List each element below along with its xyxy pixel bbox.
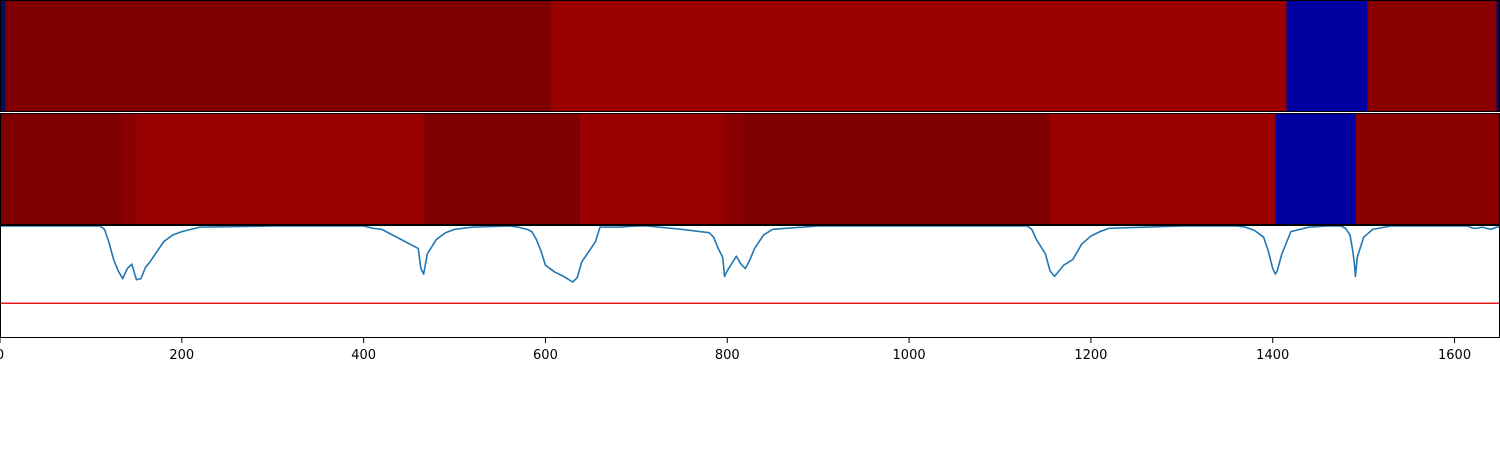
line-plot: [0, 225, 1500, 338]
heatmap-middle-cell-8: [1050, 113, 1276, 226]
x-tick-label-4: 800: [715, 348, 740, 363]
heatmap-top-cell-3: [1286, 0, 1368, 112]
heatmap-middle-cell-0: [0, 113, 123, 226]
heatmap-middle-cell-7: [743, 113, 1050, 226]
heatmap-middle-cell-5: [580, 113, 725, 226]
heatmap-middle-cell-1: [122, 113, 135, 226]
x-tick-label-8: 1600: [1438, 348, 1471, 363]
heatmap-middle-cell-2: [134, 113, 137, 226]
x-tick-label-1: 200: [169, 348, 194, 363]
x-tick-label-2: 400: [351, 348, 376, 363]
series-line-0: [0, 225, 1500, 283]
plot-background: [0, 226, 1500, 338]
heatmap-top: [0, 0, 1500, 112]
heatmap-middle-cell-6: [724, 113, 744, 226]
heatmap-middle-cell-4: [423, 113, 580, 226]
heatmap-top-cell-4: [1367, 0, 1497, 112]
heatmap-top-cell-1: [5, 0, 551, 112]
heatmap-middle-cell-9: [1275, 113, 1356, 226]
heatmap-middle-cell-10: [1355, 113, 1500, 226]
x-axis: 0 200 400 600 800 1000 1200 1400 1600: [0, 338, 1471, 363]
x-tick-label-6: 1200: [1074, 348, 1107, 363]
heatmap-middle-cell-3: [136, 113, 424, 226]
x-tick-label-5: 1000: [893, 348, 926, 363]
heatmap-top-cell-0: [0, 0, 6, 112]
heatmap-top-cell-2: [550, 0, 1287, 112]
x-tick-label-7: 1400: [1256, 348, 1289, 363]
x-tick-label-3: 600: [533, 348, 558, 363]
x-tick-label-0: 0: [0, 348, 4, 363]
heatmap-middle: [0, 113, 1500, 226]
heatmap-top-cell-5: [1496, 0, 1500, 112]
